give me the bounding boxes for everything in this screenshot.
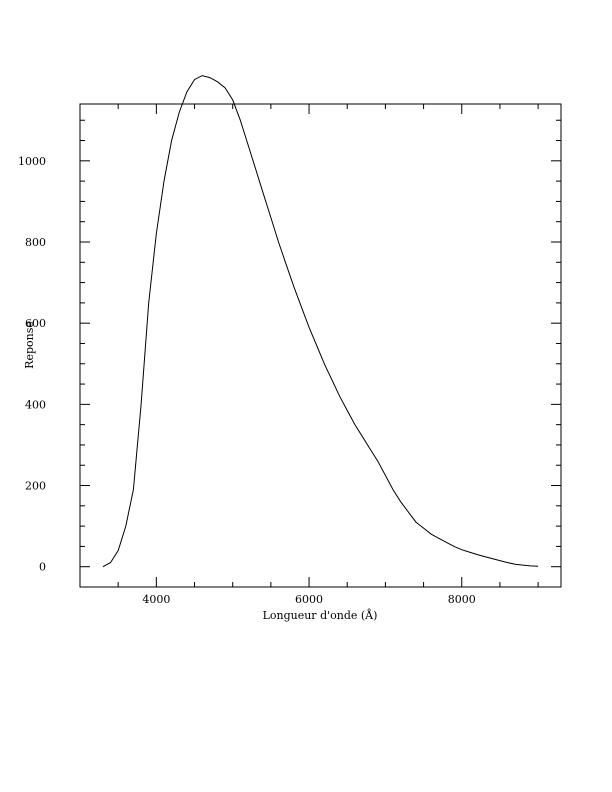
plot-frame [79, 103, 562, 588]
axis-ticks [80, 104, 561, 587]
x-tick-label: 8000 [448, 593, 476, 606]
x-axis-title: Longueur d'onde (Å) [263, 608, 378, 622]
x-tick-label: 6000 [295, 593, 323, 606]
y-tick-label: 200 [25, 480, 46, 493]
y-tick-label: 400 [25, 398, 46, 411]
axis-tick-labels: 4000 6000 8000 0 200 400 600 800 1000 [18, 155, 476, 606]
y-tick-label: 600 [25, 317, 46, 330]
response-line [102, 75, 539, 568]
y-tick-label: 1000 [18, 155, 46, 168]
y-tick-label: 800 [25, 236, 46, 249]
y-tick-label: 0 [39, 561, 46, 574]
y-axis-title: Reponse [23, 321, 36, 369]
x-tick-label: 4000 [142, 593, 170, 606]
